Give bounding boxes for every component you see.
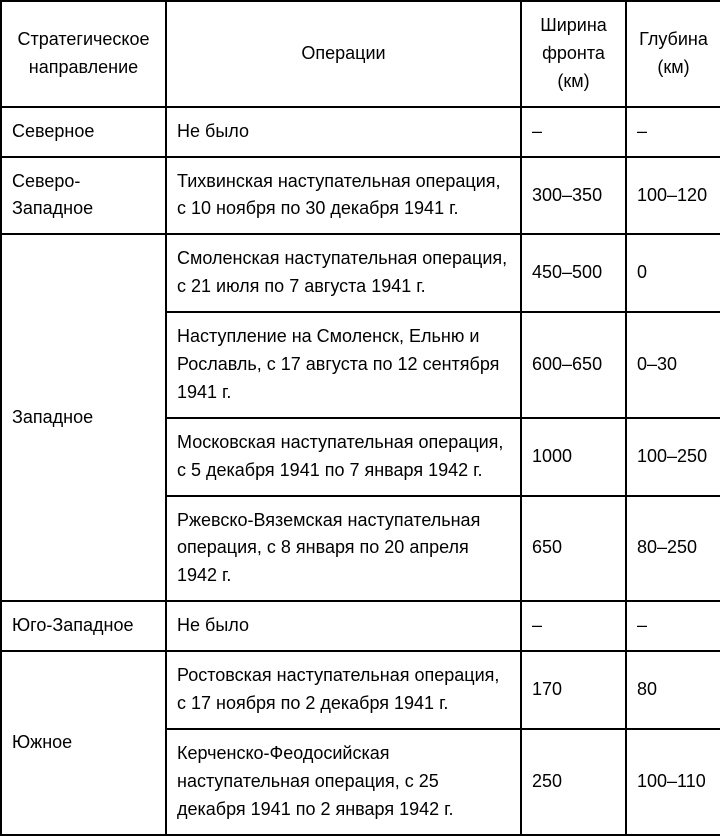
direction-cell: Западное	[1, 234, 166, 601]
depth-cell: 0–30	[626, 312, 720, 418]
table-row: ЗападноеСмоленская наступательная операц…	[1, 234, 720, 312]
table-row: ЮжноеРостовская наступательная операция,…	[1, 651, 720, 729]
depth-cell: –	[626, 601, 720, 651]
depth-cell: –	[626, 107, 720, 157]
width-cell: 450–500	[521, 234, 626, 312]
operation-cell: Керченско-Феодосийская наступательная оп…	[166, 729, 521, 835]
operation-cell: Ржевско-Вяземская наступательная операци…	[166, 496, 521, 602]
operation-cell: Не было	[166, 601, 521, 651]
depth-cell: 80–250	[626, 496, 720, 602]
width-cell: 170	[521, 651, 626, 729]
operation-cell: Смоленская наступательная операция, с 21…	[166, 234, 521, 312]
operation-cell: Московская наступательная операция, с 5 …	[166, 418, 521, 496]
col-header-width: Ширина фронта (км)	[521, 1, 626, 107]
width-cell: 1000	[521, 418, 626, 496]
operations-table: Стратегическое направление Операции Шири…	[0, 0, 720, 836]
col-header-depth: Глубина (км)	[626, 1, 720, 107]
width-cell: 300–350	[521, 157, 626, 235]
direction-cell: Юго-Западное	[1, 601, 166, 651]
width-cell: –	[521, 107, 626, 157]
col-header-operation: Операции	[166, 1, 521, 107]
width-cell: 250	[521, 729, 626, 835]
operation-cell: Ростовская наступательная операция, с 17…	[166, 651, 521, 729]
operation-cell: Не было	[166, 107, 521, 157]
depth-cell: 100–110	[626, 729, 720, 835]
width-cell: 600–650	[521, 312, 626, 418]
table-body: СеверноеНе было––Северо-ЗападноеТихвинск…	[1, 107, 720, 835]
direction-cell: Южное	[1, 651, 166, 834]
depth-cell: 100–250	[626, 418, 720, 496]
depth-cell: 0	[626, 234, 720, 312]
width-cell: 650	[521, 496, 626, 602]
direction-cell: Северное	[1, 107, 166, 157]
direction-cell: Северо-Западное	[1, 157, 166, 235]
width-cell: –	[521, 601, 626, 651]
operation-cell: Тихвинская наступательная операция, с 10…	[166, 157, 521, 235]
table-row: Юго-ЗападноеНе было––	[1, 601, 720, 651]
table-row: Северо-ЗападноеТихвинская наступательная…	[1, 157, 720, 235]
col-header-direction: Стратегическое направление	[1, 1, 166, 107]
operation-cell: Наступление на Смоленск, Ельню и Рославл…	[166, 312, 521, 418]
depth-cell: 80	[626, 651, 720, 729]
depth-cell: 100–120	[626, 157, 720, 235]
table-row: СеверноеНе было––	[1, 107, 720, 157]
table-header: Стратегическое направление Операции Шири…	[1, 1, 720, 107]
